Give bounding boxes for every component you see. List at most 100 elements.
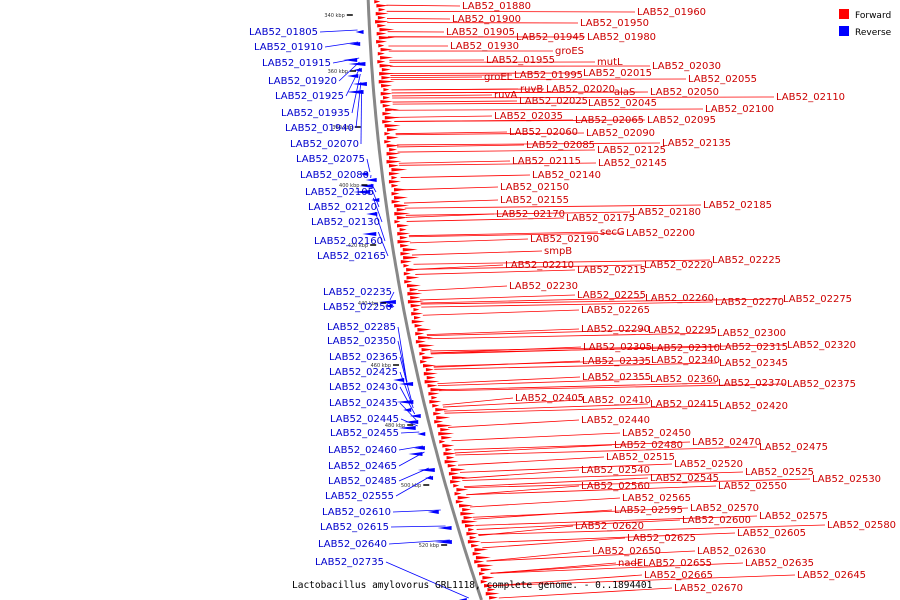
forward-gene-label[interactable]: LAB52_01945 — [516, 32, 585, 43]
forward-gene-label[interactable]: LAB52_02530 — [812, 474, 881, 485]
forward-gene-label[interactable]: LAB52_02015 — [583, 68, 652, 79]
reverse-gene-label[interactable]: LAB52_02350 — [327, 336, 396, 347]
forward-gene-label[interactable]: LAB52_02410 — [582, 395, 651, 406]
forward-gene-label[interactable]: alaS — [614, 87, 635, 98]
forward-gene-label[interactable]: LAB52_02580 — [827, 520, 896, 531]
forward-gene-label[interactable]: LAB52_02565 — [622, 493, 691, 504]
reverse-gene-label[interactable]: LAB52_02120 — [308, 202, 377, 213]
forward-gene-label[interactable]: LAB52_02620 — [575, 521, 644, 532]
reverse-gene-label[interactable]: LAB52_02485 — [328, 476, 397, 487]
reverse-gene-label[interactable]: LAB52_01920 — [268, 76, 337, 87]
reverse-gene-label[interactable]: LAB52_02250 — [323, 302, 392, 313]
forward-gene-label[interactable]: LAB52_02270 — [715, 297, 784, 308]
forward-gene-label[interactable]: LAB52_02450 — [622, 428, 691, 439]
forward-gene-label[interactable]: LAB52_02525 — [745, 467, 814, 478]
forward-gene-label[interactable]: secG — [600, 227, 625, 238]
forward-gene-label[interactable]: nadE — [618, 558, 643, 569]
forward-gene-label[interactable]: LAB52_02355 — [582, 372, 651, 383]
forward-gene-label[interactable]: LAB52_02655 — [643, 558, 712, 569]
forward-gene-label[interactable]: LAB52_02625 — [627, 533, 696, 544]
reverse-gene-label[interactable]: LAB52_02165 — [317, 251, 386, 262]
forward-gene-label[interactable]: LAB52_02635 — [745, 558, 814, 569]
forward-gene-label[interactable]: LAB52_02540 — [581, 465, 650, 476]
forward-gene-label[interactable]: LAB52_02370 — [718, 378, 787, 389]
forward-gene-label[interactable]: LAB52_02630 — [697, 546, 766, 557]
reverse-gene-label[interactable]: LAB52_02460 — [328, 445, 397, 456]
forward-gene-label[interactable]: LAB52_02210 — [505, 260, 574, 271]
forward-gene-label[interactable]: ruvB — [520, 84, 543, 95]
reverse-gene-label[interactable]: LAB52_02365 — [329, 352, 398, 363]
reverse-gene-label[interactable]: LAB52_02445 — [330, 414, 399, 425]
forward-gene-label[interactable]: LAB52_01960 — [637, 7, 706, 18]
forward-gene-label[interactable]: LAB52_02375 — [787, 379, 856, 390]
forward-gene-label[interactable]: LAB52_02520 — [674, 459, 743, 470]
forward-gene-label[interactable]: LAB52_02480 — [614, 440, 683, 451]
forward-gene-label[interactable]: LAB52_01930 — [450, 41, 519, 52]
reverse-gene-label[interactable]: LAB52_01940 — [285, 123, 354, 134]
forward-gene-label[interactable]: LAB52_02605 — [737, 528, 806, 539]
forward-gene-label[interactable]: LAB52_02220 — [644, 260, 713, 271]
forward-gene-label[interactable]: LAB52_01905 — [446, 27, 515, 38]
forward-gene-label[interactable]: LAB52_02180 — [632, 207, 701, 218]
forward-gene-label[interactable]: LAB52_01955 — [486, 55, 555, 66]
forward-gene-label[interactable]: LAB52_02155 — [500, 195, 569, 206]
reverse-gene-label[interactable]: LAB52_01910 — [254, 42, 323, 53]
forward-gene-label[interactable]: LAB52_01980 — [587, 32, 656, 43]
reverse-gene-label[interactable]: LAB52_02610 — [322, 507, 391, 518]
forward-gene-label[interactable]: LAB52_02175 — [566, 213, 635, 224]
forward-gene-label[interactable]: LAB52_02065 — [575, 115, 644, 126]
reverse-gene-label[interactable]: LAB52_02160 — [314, 236, 383, 247]
forward-gene-label[interactable]: LAB52_02055 — [688, 74, 757, 85]
forward-gene-label[interactable]: LAB52_02265 — [581, 305, 650, 316]
forward-gene-label[interactable]: LAB52_02225 — [712, 255, 781, 266]
forward-gene-label[interactable]: LAB52_02340 — [651, 355, 720, 366]
forward-gene-label[interactable]: LAB52_02360 — [650, 374, 719, 385]
forward-gene-label[interactable]: smpB — [544, 246, 572, 257]
reverse-gene-label[interactable]: LAB52_01915 — [262, 58, 331, 69]
forward-gene-label[interactable]: LAB52_02515 — [606, 452, 675, 463]
forward-gene-label[interactable]: LAB52_02020 — [546, 84, 615, 95]
forward-gene-label[interactable]: LAB52_02545 — [650, 473, 719, 484]
forward-gene-label[interactable]: LAB52_02090 — [586, 128, 655, 139]
forward-gene-label[interactable]: LAB52_02030 — [652, 61, 721, 72]
reverse-gene-label[interactable]: LAB52_02130 — [311, 217, 380, 228]
reverse-gene-label[interactable]: LAB52_02235 — [323, 287, 392, 298]
forward-gene-label[interactable]: LAB52_02050 — [650, 87, 719, 98]
reverse-gene-label[interactable]: LAB52_02615 — [320, 522, 389, 533]
reverse-gene-label[interactable]: LAB52_02435 — [329, 398, 398, 409]
forward-gene-label[interactable]: LAB52_02215 — [577, 265, 646, 276]
forward-gene-label[interactable]: LAB52_02595 — [614, 505, 683, 516]
reverse-gene-label[interactable]: LAB52_02555 — [325, 491, 394, 502]
forward-gene-label[interactable]: LAB52_01880 — [462, 1, 531, 12]
forward-gene-label[interactable]: LAB52_02305 — [583, 342, 652, 353]
forward-gene-label[interactable]: LAB52_02405 — [515, 393, 584, 404]
forward-gene-label[interactable]: LAB52_02420 — [719, 401, 788, 412]
forward-gene-label[interactable]: LAB52_02125 — [597, 145, 666, 156]
forward-gene-label[interactable]: LAB52_02570 — [690, 503, 759, 514]
forward-gene-label[interactable]: groES — [555, 46, 584, 57]
forward-gene-label[interactable]: LAB52_02560 — [581, 481, 650, 492]
reverse-gene-label[interactable]: LAB52_02105 — [305, 187, 374, 198]
forward-gene-label[interactable]: LAB52_02650 — [592, 546, 661, 557]
reverse-gene-label[interactable]: LAB52_02465 — [328, 461, 397, 472]
forward-gene-label[interactable]: LAB52_02060 — [509, 127, 578, 138]
forward-gene-label[interactable]: LAB52_02115 — [512, 156, 581, 167]
reverse-gene-label[interactable]: LAB52_02075 — [296, 154, 365, 165]
forward-gene-label[interactable]: LAB52_02035 — [494, 111, 563, 122]
forward-gene-label[interactable]: LAB52_02300 — [717, 328, 786, 339]
reverse-gene-label[interactable]: LAB52_01925 — [275, 91, 344, 102]
forward-gene-label[interactable]: LAB52_02145 — [598, 158, 667, 169]
forward-gene-label[interactable]: LAB52_02440 — [581, 415, 650, 426]
forward-gene-label[interactable]: LAB52_02255 — [577, 290, 646, 301]
forward-gene-label[interactable]: LAB52_02140 — [532, 170, 601, 181]
forward-gene-label[interactable]: LAB52_02025 — [519, 96, 588, 107]
forward-gene-label[interactable]: LAB52_02135 — [662, 138, 731, 149]
forward-gene-label[interactable]: LAB52_02665 — [644, 570, 713, 581]
reverse-gene-label[interactable]: LAB52_02455 — [330, 428, 399, 439]
forward-gene-label[interactable]: LAB52_02170 — [496, 209, 565, 220]
forward-gene-label[interactable]: LAB52_02310 — [651, 343, 720, 354]
forward-gene-label[interactable]: LAB52_02345 — [719, 358, 788, 369]
forward-gene-label[interactable]: LAB52_02320 — [787, 340, 856, 351]
forward-gene-label[interactable]: LAB52_02575 — [759, 511, 828, 522]
reverse-gene-label[interactable]: LAB52_02080 — [300, 170, 369, 181]
